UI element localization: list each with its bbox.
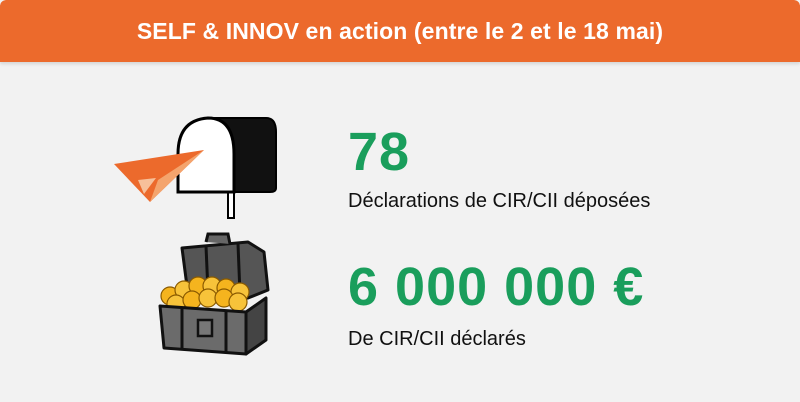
mailbox-paper-plane-icon [108,110,288,222]
stat-amount-label: De CIR/CII déclarés [348,328,526,350]
header-banner: SELF & INNOV en action (entre le 2 et le… [0,0,800,62]
header-title: SELF & INNOV en action (entre le 2 et le… [136,17,664,44]
stat-amount-value: 6 000 000 € [348,257,645,317]
treasure-chest-icon [148,232,278,357]
stat-declarations-count: 78 [348,122,411,182]
stat-declarations-label: Déclarations de CIR/CII déposées [348,190,651,212]
